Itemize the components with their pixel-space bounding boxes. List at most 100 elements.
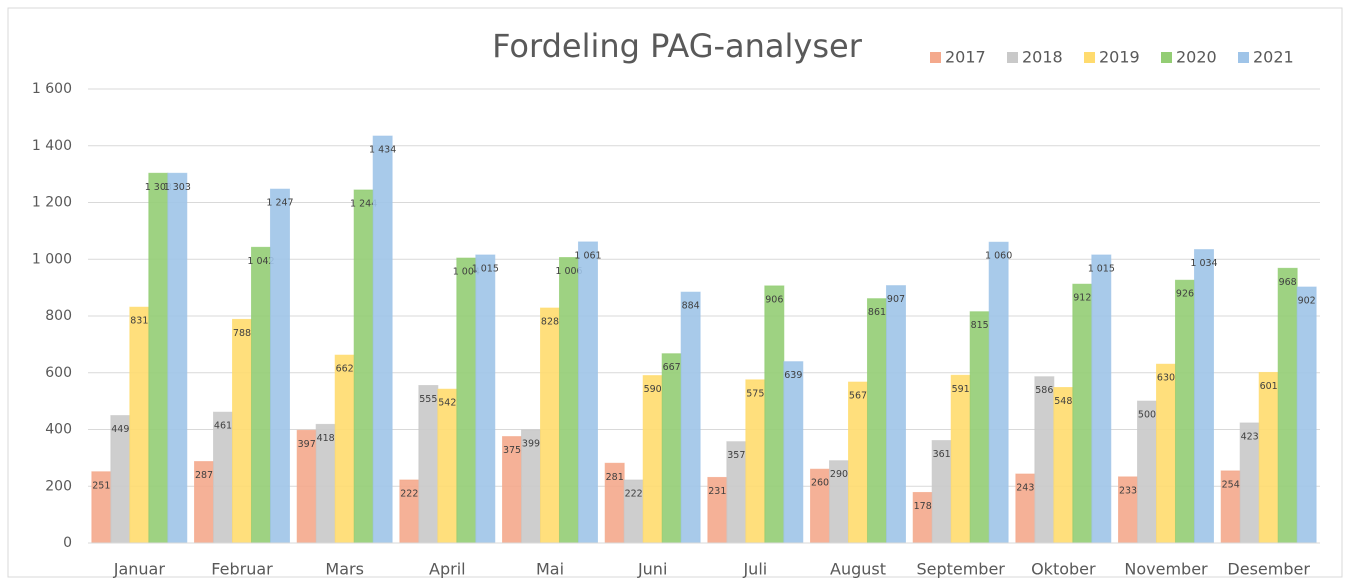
bar bbox=[372, 135, 393, 544]
legend-label: 2019 bbox=[1099, 48, 1140, 67]
data-label: 1 434 bbox=[369, 145, 396, 156]
x-tick-label: November bbox=[1124, 560, 1208, 579]
data-label: 662 bbox=[336, 364, 354, 375]
bar bbox=[475, 254, 496, 544]
x-tick-label: August bbox=[830, 560, 886, 579]
bar bbox=[1072, 283, 1093, 544]
data-label: 500 bbox=[1138, 410, 1156, 421]
data-label: 260 bbox=[811, 478, 829, 489]
data-label: 831 bbox=[130, 316, 148, 327]
bar bbox=[1174, 279, 1195, 544]
data-label: 861 bbox=[868, 307, 886, 318]
data-label: 1 244 bbox=[350, 199, 377, 210]
bar bbox=[1034, 376, 1055, 544]
data-label: 449 bbox=[111, 424, 129, 435]
y-tick-label: 200 bbox=[45, 478, 72, 494]
data-label: 968 bbox=[1279, 277, 1297, 288]
bar bbox=[848, 381, 868, 544]
data-label: 906 bbox=[765, 294, 783, 305]
bar bbox=[269, 188, 290, 544]
y-tick-label: 1 000 bbox=[32, 251, 72, 267]
y-tick-label: 0 bbox=[63, 535, 72, 551]
bar bbox=[540, 307, 560, 544]
data-label: 1 042 bbox=[247, 256, 274, 267]
data-label: 222 bbox=[400, 489, 418, 500]
bar bbox=[783, 361, 804, 544]
legend-label: 2018 bbox=[1022, 48, 1063, 67]
data-label: 281 bbox=[606, 472, 624, 483]
bar bbox=[418, 385, 439, 544]
data-label: 357 bbox=[727, 450, 745, 461]
data-label: 586 bbox=[1035, 385, 1053, 396]
data-label: 907 bbox=[887, 294, 905, 305]
x-tick-label: Januar bbox=[113, 560, 166, 579]
bar bbox=[1193, 249, 1214, 544]
bar bbox=[129, 306, 150, 544]
data-label: 1 061 bbox=[574, 250, 601, 261]
bar bbox=[661, 353, 682, 544]
data-label: 555 bbox=[419, 394, 437, 405]
x-tick-label: Mars bbox=[325, 560, 364, 579]
data-label: 397 bbox=[298, 439, 316, 450]
data-label: 1 247 bbox=[266, 198, 293, 209]
bar bbox=[250, 246, 271, 544]
data-label: 575 bbox=[746, 388, 764, 399]
bar bbox=[334, 354, 355, 544]
data-label: 461 bbox=[214, 421, 232, 432]
legend-swatch bbox=[1084, 52, 1095, 63]
bar bbox=[577, 241, 598, 544]
bar bbox=[213, 411, 234, 544]
data-label: 254 bbox=[1222, 479, 1240, 490]
bar bbox=[950, 374, 971, 544]
bar bbox=[1053, 387, 1074, 544]
data-label: 912 bbox=[1073, 293, 1091, 304]
bar bbox=[1091, 254, 1112, 544]
bar bbox=[353, 189, 374, 544]
data-label: 222 bbox=[625, 489, 643, 500]
data-label: 233 bbox=[1119, 485, 1137, 496]
data-label: 1 303 bbox=[164, 182, 191, 193]
data-label: 375 bbox=[503, 445, 521, 456]
data-label: 667 bbox=[663, 362, 681, 373]
data-label: 231 bbox=[708, 486, 726, 497]
data-label: 361 bbox=[933, 449, 951, 460]
bar bbox=[232, 318, 252, 544]
y-tick-label: 800 bbox=[45, 308, 72, 324]
bar bbox=[167, 172, 188, 544]
y-tick-label: 400 bbox=[45, 422, 72, 438]
legend-swatch bbox=[1007, 52, 1018, 63]
data-label: 590 bbox=[644, 384, 662, 395]
data-label: 902 bbox=[1298, 296, 1316, 307]
bar bbox=[764, 285, 785, 544]
y-tick-label: 1 200 bbox=[32, 195, 72, 211]
data-label: 815 bbox=[971, 320, 989, 331]
x-tick-label: Desember bbox=[1227, 560, 1310, 579]
x-tick-label: Oktober bbox=[1031, 560, 1096, 579]
data-label: 1 015 bbox=[1088, 263, 1115, 274]
data-label: 567 bbox=[849, 391, 867, 402]
legend-label: 2017 bbox=[945, 48, 986, 67]
data-label: 178 bbox=[914, 501, 932, 512]
bar bbox=[680, 291, 701, 544]
bar bbox=[456, 257, 477, 544]
data-label: 601 bbox=[1260, 381, 1278, 392]
data-label: 548 bbox=[1054, 396, 1072, 407]
data-label: 1 303 bbox=[145, 182, 172, 193]
data-label: 639 bbox=[784, 370, 802, 381]
bar bbox=[969, 311, 990, 544]
bar bbox=[1296, 286, 1317, 544]
data-label: 243 bbox=[1016, 483, 1034, 494]
y-tick-label: 600 bbox=[45, 365, 72, 381]
y-tick-label: 1 400 bbox=[32, 138, 72, 154]
data-label: 418 bbox=[317, 433, 335, 444]
bar bbox=[866, 298, 887, 544]
legend-swatch bbox=[1161, 52, 1172, 63]
bar bbox=[642, 375, 663, 544]
data-label: 828 bbox=[541, 317, 559, 328]
x-tick-label: September bbox=[916, 560, 1005, 579]
x-tick-label: Februar bbox=[211, 560, 273, 579]
bar bbox=[148, 172, 169, 544]
data-label: 591 bbox=[952, 384, 970, 395]
x-tick-label: Juni bbox=[637, 560, 667, 579]
data-label: 251 bbox=[92, 480, 110, 491]
